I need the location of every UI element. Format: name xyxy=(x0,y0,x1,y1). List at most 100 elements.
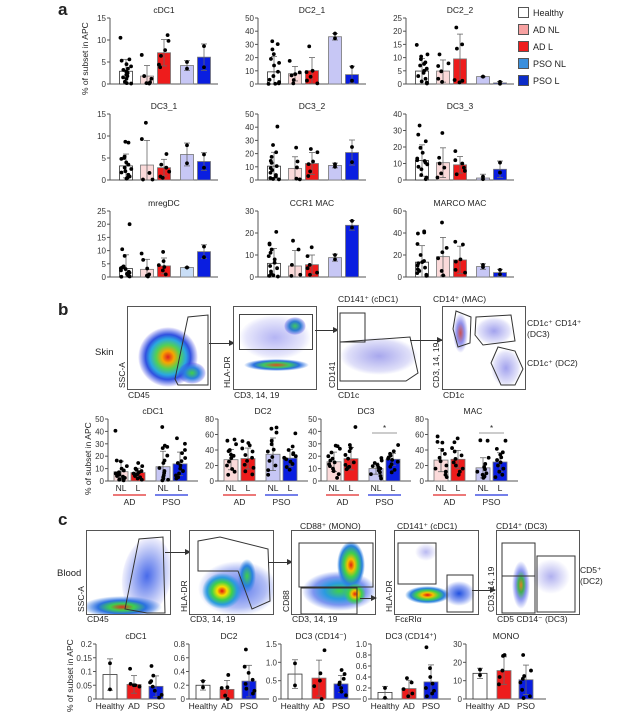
data-point xyxy=(287,467,292,472)
x-tick-label: Healthy xyxy=(371,701,401,711)
data-point xyxy=(274,230,279,234)
data-point xyxy=(337,446,342,451)
data-point xyxy=(293,431,298,436)
data-point xyxy=(333,162,337,167)
y-tick-label: 10 xyxy=(245,163,254,172)
data-point xyxy=(165,33,170,38)
data-point xyxy=(428,666,432,671)
data-point xyxy=(308,272,312,277)
x-tick-label: NL xyxy=(268,483,279,493)
data-point xyxy=(219,686,224,690)
data-point xyxy=(114,458,119,463)
y-tick-label: 10 xyxy=(97,247,106,256)
data-point xyxy=(498,81,502,86)
data-point xyxy=(124,81,129,86)
data-point xyxy=(350,64,354,69)
data-point xyxy=(401,687,406,691)
data-point xyxy=(452,440,457,445)
y-tick-label: 0 xyxy=(181,695,186,704)
data-point xyxy=(276,81,281,86)
y-tick-label: 30 xyxy=(95,440,104,449)
data-point xyxy=(160,446,165,451)
data-point xyxy=(419,173,424,177)
data-point xyxy=(267,458,272,463)
data-point xyxy=(379,458,384,463)
data-point xyxy=(315,81,320,86)
x-tick-label: AD xyxy=(403,701,415,711)
data-point xyxy=(202,65,206,70)
data-point xyxy=(178,466,183,471)
y-tick-label: 50 xyxy=(95,415,104,424)
y-tick-label: 20 xyxy=(245,54,254,63)
flow-b-plot-3-title: CD141⁺ (cDC1) xyxy=(338,294,399,304)
data-point xyxy=(295,165,299,170)
data-point xyxy=(161,259,166,264)
y-tick-label: 20 xyxy=(393,27,402,36)
gate-label-dc2: CD1c⁺ (DC2) xyxy=(527,358,578,368)
data-point xyxy=(268,250,273,255)
chart-c-DC3-CD14pos: DC3 (CD14⁺) 0 0.2 0.4 0.6 0.8 1.0 Healthy AD PSO xyxy=(356,631,451,711)
gate-arrow xyxy=(165,549,191,555)
chart-title: DC2_2 xyxy=(447,5,474,15)
data-point xyxy=(298,272,303,277)
data-point xyxy=(497,469,502,474)
y-tick-label: 40 xyxy=(393,110,402,119)
chart-title: DC3_3 xyxy=(447,101,474,111)
data-point xyxy=(225,463,229,468)
data-point xyxy=(425,81,429,86)
data-point xyxy=(269,442,274,447)
data-point xyxy=(456,472,461,477)
x-tick-label: L xyxy=(498,483,503,493)
panel-label-c: c xyxy=(58,510,68,529)
chart-title: DC3 xyxy=(357,406,374,416)
data-point xyxy=(410,691,415,696)
data-point xyxy=(383,686,387,690)
y-tick-label: 20 xyxy=(393,251,402,260)
flow-b-plot-1-xlabel: CD45 xyxy=(128,390,150,400)
data-point xyxy=(419,79,424,84)
data-point xyxy=(436,76,441,81)
data-point xyxy=(179,459,184,464)
data-point xyxy=(202,152,206,157)
data-point xyxy=(291,238,295,243)
bar xyxy=(345,224,359,278)
data-point xyxy=(145,266,150,271)
data-point xyxy=(450,446,454,450)
data-point xyxy=(150,684,155,689)
data-point xyxy=(425,694,429,699)
flow-c-plot-5-xlabel: CD5 CD14⁻ (DC3) xyxy=(497,614,568,624)
data-point xyxy=(460,78,465,83)
data-point xyxy=(353,425,358,429)
flow-c-plot-5 xyxy=(496,530,580,615)
data-point xyxy=(329,450,334,455)
data-point xyxy=(336,472,341,477)
data-point xyxy=(274,430,279,435)
y-tick-label: 5 xyxy=(102,154,107,163)
data-point xyxy=(436,256,441,261)
data-point xyxy=(277,60,281,65)
data-point xyxy=(339,689,344,694)
data-point xyxy=(183,456,188,460)
data-point xyxy=(444,245,449,250)
data-point xyxy=(140,464,145,469)
data-point xyxy=(348,446,353,451)
data-point xyxy=(158,65,163,70)
data-point xyxy=(119,170,124,175)
data-point xyxy=(395,459,400,464)
data-point xyxy=(202,244,206,249)
data-point xyxy=(424,274,429,278)
x-tick-label: PSO xyxy=(332,701,350,711)
data-point xyxy=(271,52,276,57)
data-point xyxy=(270,47,275,52)
y-tick-label: 15 xyxy=(97,14,106,23)
data-point xyxy=(306,174,311,178)
flow-c-plot-3-title: CD88⁺ (MONO) xyxy=(300,521,361,531)
data-point xyxy=(344,467,349,472)
data-point xyxy=(498,170,502,175)
data-point xyxy=(289,73,294,78)
data-point xyxy=(160,175,165,180)
data-point xyxy=(422,62,427,66)
data-point xyxy=(150,177,155,182)
data-point xyxy=(457,80,462,85)
data-point xyxy=(439,269,444,273)
